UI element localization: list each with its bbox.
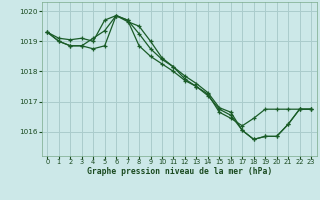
X-axis label: Graphe pression niveau de la mer (hPa): Graphe pression niveau de la mer (hPa) bbox=[87, 167, 272, 176]
